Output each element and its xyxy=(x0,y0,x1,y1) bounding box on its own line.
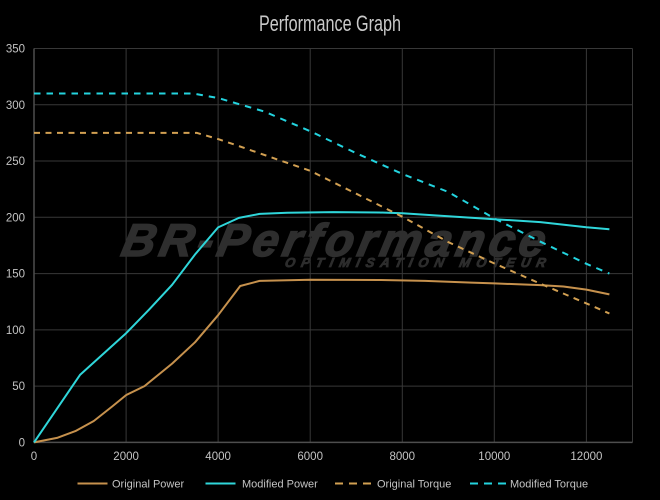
svg-text:8000: 8000 xyxy=(390,451,416,463)
svg-text:12000: 12000 xyxy=(570,451,602,463)
svg-text:Modified Torque: Modified Torque xyxy=(510,479,588,491)
svg-text:50: 50 xyxy=(12,381,25,393)
svg-text:150: 150 xyxy=(6,269,25,281)
svg-text:Original Power: Original Power xyxy=(112,479,184,491)
svg-text:0: 0 xyxy=(31,451,37,463)
svg-text:0: 0 xyxy=(19,437,25,449)
svg-text:OPTIMISATION MOTEUR: OPTIMISATION MOTEUR xyxy=(284,255,554,270)
svg-text:300: 300 xyxy=(6,100,25,112)
svg-text:350: 350 xyxy=(6,44,25,56)
svg-text:4000: 4000 xyxy=(205,451,231,463)
svg-text:200: 200 xyxy=(6,212,25,224)
svg-text:100: 100 xyxy=(6,325,25,337)
svg-text:Original Torque: Original Torque xyxy=(377,479,451,491)
svg-text:10000: 10000 xyxy=(478,451,510,463)
svg-text:Modified Power: Modified Power xyxy=(242,479,318,491)
svg-text:250: 250 xyxy=(6,156,25,168)
svg-text:Performance Graph: Performance Graph xyxy=(259,11,401,36)
svg-text:6000: 6000 xyxy=(297,451,323,463)
svg-text:2000: 2000 xyxy=(113,451,139,463)
